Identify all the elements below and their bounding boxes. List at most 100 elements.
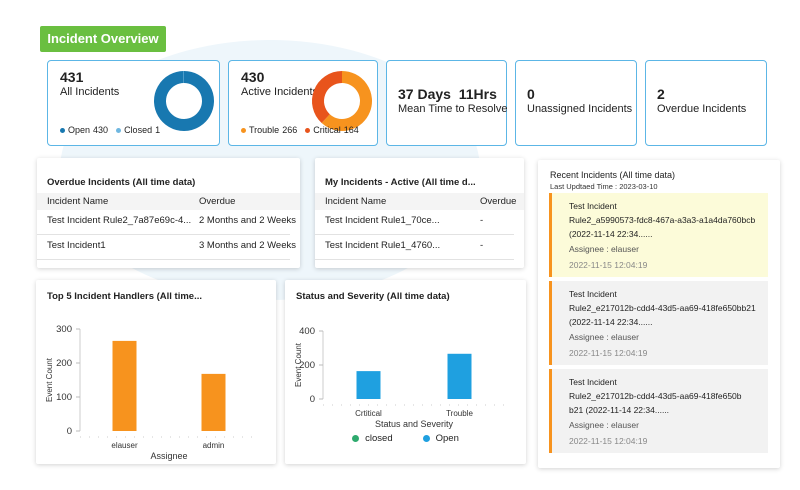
column-header: Overdue (199, 196, 236, 207)
table-header-bg (37, 193, 300, 210)
row-divider (37, 234, 290, 235)
incident-text: Test Incident (569, 201, 617, 211)
legend-value: 266 (282, 125, 298, 135)
kpi-label: Overdue Incidents (657, 103, 747, 115)
legend-dot (241, 127, 246, 133)
incident-text: b21 (2022-11-14 22:34...... (569, 405, 670, 415)
kpi-label: Active Incidents (241, 86, 319, 98)
y-tick-label: 100 (56, 392, 72, 403)
table-card: My Incidents - Active (All time d... Inci… (315, 158, 524, 268)
incident-text: (2022-11-14 22:34...... (569, 317, 653, 327)
incident-text: Rule2_a5990573-fdc8-467a-a3a3-a1a4da760b… (569, 215, 756, 225)
x-axis-label: Assignee (150, 451, 187, 461)
x-tick-label: Crtitical (355, 409, 382, 418)
donut-segment (154, 71, 214, 131)
donut-segment (321, 71, 372, 131)
kpi-label: Unassigned Incidents (527, 103, 633, 115)
legend-dot (352, 435, 360, 442)
legend-dot (305, 127, 311, 133)
legend: Open 430 Closed 1 (60, 125, 160, 135)
x-tick-label: Trouble (446, 409, 473, 418)
row-divider (37, 259, 290, 260)
legend-name: Critical (313, 125, 341, 135)
table-cell: 3 Months and 2 Weeks (199, 240, 296, 251)
bar (112, 340, 137, 431)
table-cell: - (480, 240, 484, 251)
x-tick-label: elauser (111, 441, 138, 450)
recent-subtitle: Last Updtaed Time : 2023-03-10 (550, 182, 658, 191)
incident-time: 2022-11-15 12:04:19 (569, 260, 648, 270)
table-cell: - (480, 215, 484, 226)
incident-text: Test Incident (569, 289, 617, 299)
incident-time: 2022-11-15 12:04:19 (569, 436, 648, 446)
donut (154, 71, 214, 131)
bar (201, 373, 226, 431)
column-header: Incident Name (325, 196, 387, 207)
table-cell: Test Incident Rule1_4760... (325, 240, 441, 251)
incident-assignee: Assignee : elauser (569, 332, 639, 342)
y-axis-label: Event Count (45, 357, 54, 402)
y-axis-label: Event Count (294, 342, 303, 387)
kpi-card: 430 Active Incidents Trouble 266 Critical 164 (228, 60, 378, 146)
y-tick-label: 400 (299, 326, 315, 337)
row-divider (315, 259, 514, 260)
table-title: My Incidents - Active (All time d... (325, 177, 476, 188)
legend-dot (116, 127, 122, 133)
table-cell: Test Incident1 (47, 240, 106, 251)
chart: 0 100 200 300 elauser admin Assignee Event Coun… (45, 324, 258, 461)
chart-card: Status and Severity (All time data) 0 200 4… (285, 280, 526, 464)
bar (447, 353, 472, 399)
legend-name: Open (435, 433, 459, 444)
kpi-value: 430 (241, 69, 265, 85)
legend-dot (60, 127, 65, 133)
legend-value: 1 (155, 125, 161, 135)
chart-title: Status and Severity (All time data) (296, 291, 450, 302)
table-title: Overdue Incidents (All time data) (47, 177, 196, 188)
column-header: Incident Name (47, 196, 109, 207)
table-card: Overdue Incidents (All time data) Inciden… (37, 158, 300, 268)
incident-text: Test Incident (569, 377, 617, 387)
incident-assignee: Assignee : elauser (569, 244, 639, 254)
legend-item: Critical 164 (305, 125, 359, 135)
incident-item: Test Incident Rule2_e217012b-cdd4-43d5-aa… (549, 369, 768, 453)
row-divider (315, 234, 514, 235)
table-cell: Test Incident Rule2_7a87e69c-4... (47, 215, 192, 226)
y-tick-label: 0 (310, 394, 315, 405)
donut (312, 71, 372, 131)
table-header-bg (315, 193, 524, 210)
chart-card: Top 5 Incident Handlers (All time... 0 100… (36, 280, 276, 464)
y-tick-label: 300 (56, 324, 72, 335)
table-cell: Test Incident Rule1_70ce... (325, 215, 440, 226)
x-tick-label: admin (203, 441, 225, 450)
incident-item: Test Incident Rule2_e217012b-cdd4-43d5-aa… (549, 281, 768, 365)
y-tick-label: 200 (56, 358, 72, 369)
legend-item: Open 430 (60, 125, 108, 135)
incident-assignee: Assignee : elauser (569, 420, 639, 430)
incident-text: Rule2_e217012b-cdd4-43d5-aa69-418fe650bb… (569, 303, 756, 313)
header-badge: Incident Overview (40, 26, 166, 52)
legend-dot (422, 435, 430, 442)
table-cell: 2 Months and 2 Weeks (199, 215, 296, 226)
incident-text: (2022-11-14 22:34...... (569, 229, 653, 239)
legend-item: Trouble 266 (241, 125, 297, 135)
legend-value: 164 (343, 125, 359, 135)
kpi-value: 431 (60, 69, 84, 85)
legend-name: Trouble (249, 125, 280, 135)
legend-name: Closed (124, 125, 153, 135)
legend-value: 430 (93, 125, 109, 135)
column-header: Overdue (480, 196, 517, 207)
legend-item: Open (422, 433, 459, 444)
legend-item: Closed 1 (116, 125, 160, 135)
kpi-card: 37 Days 11Hrs Mean Time to Resolve (386, 60, 507, 146)
legend: Trouble 266 Critical 164 (241, 125, 359, 135)
chart-title: Top 5 Incident Handlers (All time... (47, 291, 203, 302)
recent-title: Recent Incidents (All time data) (550, 170, 676, 180)
donut-segment (312, 71, 343, 124)
bar (356, 371, 381, 399)
legend: closed Open (285, 433, 526, 444)
kpi-value: 2 (657, 86, 665, 102)
y-tick-label: 200 (299, 360, 315, 371)
kpi-value: 0 (527, 86, 535, 102)
